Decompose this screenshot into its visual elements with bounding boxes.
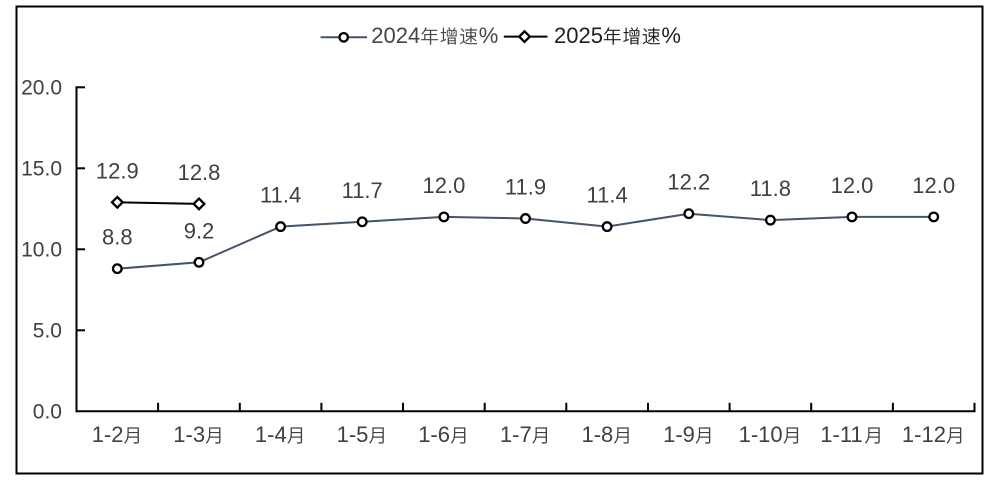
svg-text:11.4: 11.4 <box>260 183 301 208</box>
svg-text:1-6: 1-6 <box>418 422 450 447</box>
svg-text:12.9: 12.9 <box>96 158 139 183</box>
svg-text:1-9: 1-9 <box>663 422 695 447</box>
svg-text:1-4: 1-4 <box>255 422 287 447</box>
svg-text:20.0: 20.0 <box>21 76 62 99</box>
svg-text:1-12: 1-12 <box>902 422 946 447</box>
svg-text:11.7: 11.7 <box>342 178 383 203</box>
svg-text:1-8: 1-8 <box>582 422 614 447</box>
svg-text:5.0: 5.0 <box>33 319 62 342</box>
svg-text:1-2: 1-2 <box>92 422 124 447</box>
svg-text:12.0: 12.0 <box>912 173 955 198</box>
svg-text:11.4: 11.4 <box>587 183 628 208</box>
svg-text:%: % <box>479 23 499 48</box>
svg-text:10.0: 10.0 <box>21 238 62 261</box>
svg-text:2024: 2024 <box>371 23 420 48</box>
svg-text:11.8: 11.8 <box>750 176 791 201</box>
svg-text:2025: 2025 <box>554 23 603 48</box>
svg-text:15.0: 15.0 <box>21 157 62 180</box>
svg-text:1-11: 1-11 <box>820 422 862 447</box>
svg-text:1-3: 1-3 <box>173 422 205 447</box>
svg-text:9.2: 9.2 <box>184 218 215 243</box>
svg-text:8.8: 8.8 <box>102 225 133 250</box>
svg-text:12.8: 12.8 <box>178 160 221 185</box>
svg-text:12.0: 12.0 <box>831 173 874 198</box>
svg-text:12.2: 12.2 <box>667 170 710 195</box>
svg-text:0.0: 0.0 <box>33 400 62 423</box>
svg-text:1-5: 1-5 <box>337 422 369 447</box>
svg-text:%: % <box>661 23 681 48</box>
svg-text:1-10: 1-10 <box>739 422 783 447</box>
svg-text:12.0: 12.0 <box>422 173 465 198</box>
svg-text:11.9: 11.9 <box>505 175 546 200</box>
svg-text:1-7: 1-7 <box>500 422 532 447</box>
